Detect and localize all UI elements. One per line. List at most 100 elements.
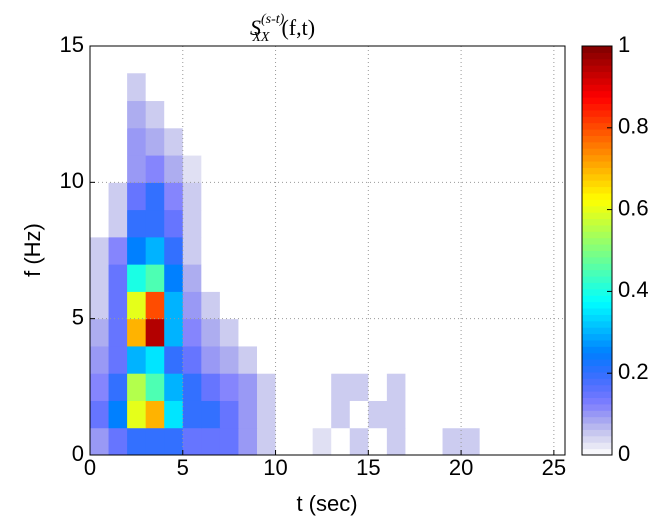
heat-cell [145,291,165,320]
colorbar-step [582,288,612,296]
heat-cell [461,127,481,156]
colorbar-step [582,192,612,200]
heat-cell [294,291,314,320]
heat-cell [256,127,277,156]
heat-cell [442,100,462,129]
colorbar-step [582,122,612,130]
heat-cell [368,318,388,347]
heat-cell [164,345,184,374]
heat-cell [479,100,499,129]
heat-cell [331,209,351,238]
colorbar-step [582,416,612,424]
colorbar-step [582,65,612,73]
colorbar-step [582,339,612,347]
heat-cell [145,209,165,238]
title-sup: (s-t) [261,12,285,27]
colorbar-step [582,333,612,341]
heat-cell [108,264,128,292]
heat-cell [201,345,221,374]
heat-cell [349,155,369,183]
chart-title: S(s-t) XX (f,t) [250,12,315,45]
heat-cell [331,155,351,183]
heat-cell [386,73,406,102]
heat-cell [442,345,462,374]
heat-cell [442,182,462,211]
heat-cell [145,345,165,374]
heat-cell [405,400,425,429]
heat-cell [461,209,481,238]
heat-cell [219,100,239,129]
heat-cell [219,400,239,429]
colorbar-step [582,435,612,443]
heat-cell [275,291,295,320]
heat-cell [201,155,221,183]
heat-cell [405,100,425,129]
colorbar-step [582,148,612,156]
heat-cell [219,291,239,320]
heat-cell [145,236,165,265]
heat-cell [405,291,425,320]
heat-cell [182,100,202,129]
heat-cell [386,345,406,374]
heat-cell [275,100,295,129]
heat-cell [219,127,239,156]
colorbar-step [582,205,612,213]
heat-cell [238,291,258,320]
colorbar-step [582,90,612,98]
colorbar-step [582,129,612,136]
heat-cell [201,73,221,102]
heat-cell [108,318,128,347]
heat-cell [256,400,277,429]
heat-cell [127,427,147,456]
colorbar-step [582,71,612,79]
heat-cell [164,155,184,183]
heat-cell [238,155,258,183]
heat-cell [201,182,221,211]
heat-cell [127,291,147,320]
heat-cell [461,155,481,183]
heat-cell [423,182,444,211]
heat-cell [442,264,462,292]
heat-cell [145,100,165,129]
x-axis-label: t (sec) [296,491,357,516]
colorbar-step [582,308,612,315]
colorbar-step [582,301,612,309]
heat-cell [256,155,277,183]
colorbar-step [582,352,612,360]
heat-cell [219,373,239,401]
heat-cell [294,100,314,129]
heat-cell [479,73,499,102]
heat-cell [479,291,499,320]
heat-cell [275,373,295,401]
heat-cell [442,236,462,265]
heat-cell [164,100,184,129]
colorbar-step [582,346,612,354]
heat-cell [108,345,128,374]
heat-cell [238,345,258,374]
x-tick-label: 5 [177,455,189,480]
heat-cell [256,100,277,129]
heat-cell [386,427,406,456]
heat-cell [164,264,184,292]
heat-cell [331,182,351,211]
heat-cell [331,400,351,429]
colorbar-step [582,218,612,226]
heat-cell [182,345,202,374]
heat-cell [349,400,369,429]
heat-cell [219,155,239,183]
heat-cell [108,236,128,265]
colorbar-step [582,180,612,188]
heat-cell [182,73,202,102]
colorbar-step [582,135,612,143]
heat-cell [461,100,481,129]
heat-cell [294,427,314,456]
heat-cell [349,427,369,456]
colorbar-step [582,186,612,194]
heat-cell [275,427,295,456]
heat-cell [349,264,369,292]
heat-cell [201,100,221,129]
heat-cell [275,345,295,374]
heat-cell [90,400,110,429]
heat-cell [145,400,165,429]
heat-cell [479,127,499,156]
